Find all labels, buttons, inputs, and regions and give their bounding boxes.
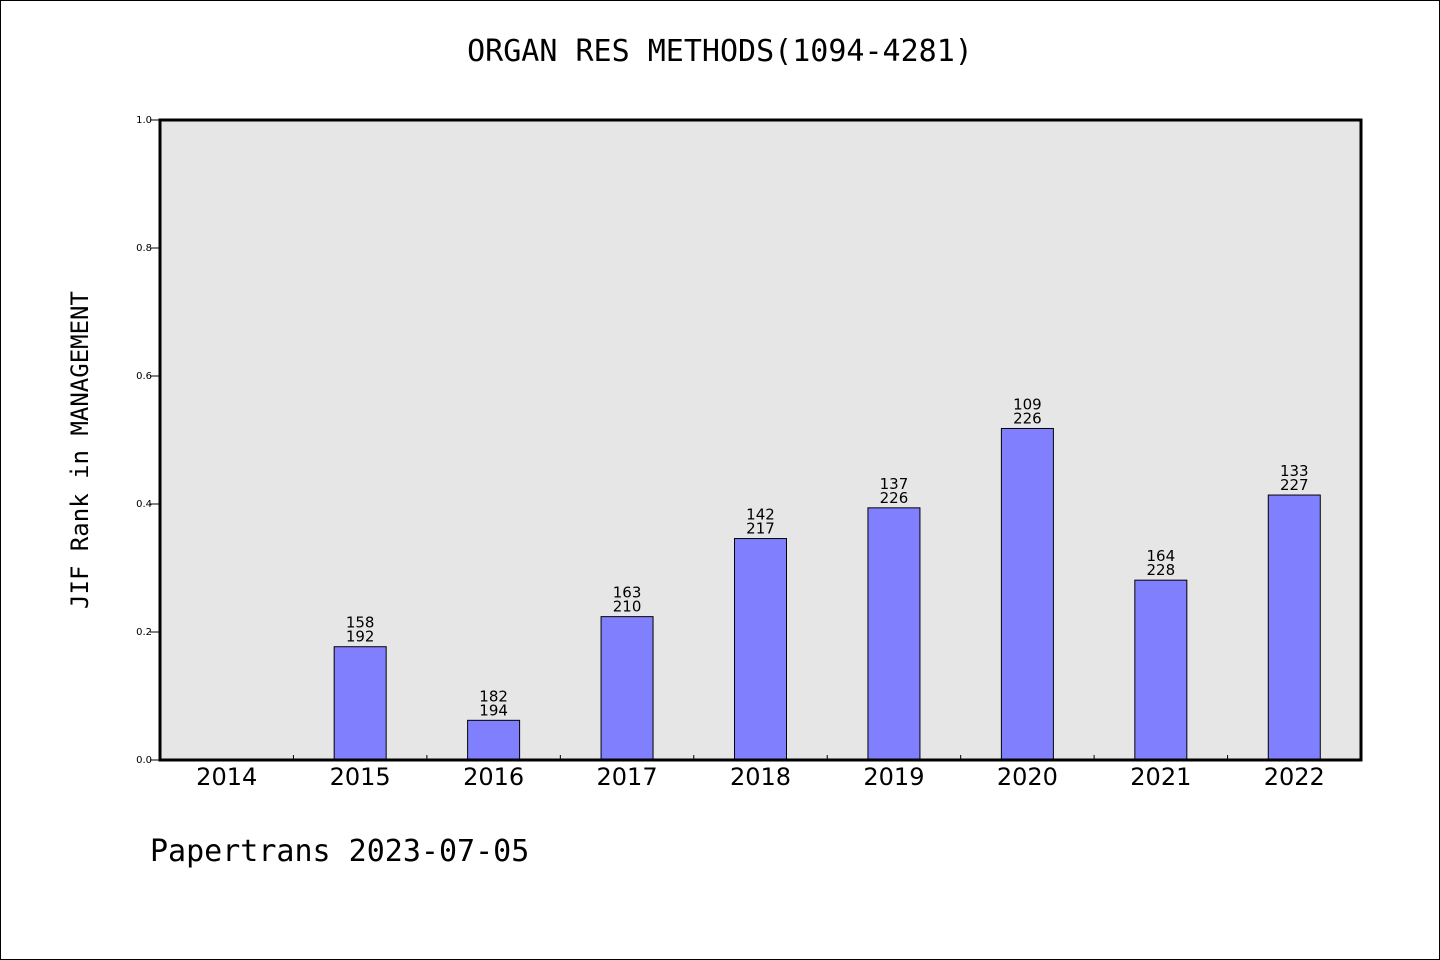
bar-total-label: 210 bbox=[613, 598, 642, 616]
bar-total-label: 192 bbox=[346, 628, 375, 646]
bar-rank-label: 182 bbox=[479, 687, 508, 705]
footer-credit: Papertrans 2023-07-05 bbox=[150, 834, 530, 869]
bar bbox=[1267, 494, 1321, 761]
bar-rank-label: 164 bbox=[1147, 547, 1176, 565]
bar-total-label: 227 bbox=[1280, 476, 1309, 494]
bar bbox=[333, 646, 387, 761]
bar-rank-label: 137 bbox=[880, 475, 909, 493]
x-tick-label: 2014 bbox=[196, 763, 257, 791]
bar-rank-label: 109 bbox=[1013, 395, 1042, 413]
bar-rank-label: 142 bbox=[746, 506, 775, 524]
chart-title: ORGAN RES METHODS(1094-4281) bbox=[467, 34, 973, 69]
x-tick-label: 2016 bbox=[463, 763, 524, 791]
bar-total-label: 226 bbox=[1013, 409, 1042, 427]
bar-rank-label: 133 bbox=[1280, 462, 1309, 480]
y-tick-label: 0.6 bbox=[136, 371, 152, 382]
x-tick-label: 2018 bbox=[730, 763, 791, 791]
bar bbox=[734, 538, 787, 761]
x-tick-label: 2017 bbox=[597, 763, 658, 791]
bar-total-label: 226 bbox=[880, 489, 909, 507]
bar bbox=[867, 507, 921, 761]
x-tick-label: 2015 bbox=[330, 763, 391, 791]
bar bbox=[1000, 427, 1054, 761]
x-tick-label: 2021 bbox=[1130, 763, 1191, 791]
bar bbox=[600, 616, 654, 761]
bar-rank-label: 158 bbox=[346, 614, 375, 632]
plot-border bbox=[158, 118, 1363, 762]
bar bbox=[467, 719, 521, 761]
bar-total-label: 194 bbox=[479, 701, 508, 719]
y-tick-label: 1.0 bbox=[136, 115, 152, 126]
bar-total-label: 217 bbox=[746, 520, 775, 538]
x-tick-label: 2020 bbox=[997, 763, 1058, 791]
bar bbox=[1134, 579, 1188, 761]
y-tick-label: 0.2 bbox=[136, 627, 152, 638]
bar-total-label: 228 bbox=[1147, 561, 1176, 579]
y-tick-label: 0.0 bbox=[136, 755, 152, 766]
x-tick-label: 2019 bbox=[863, 763, 924, 791]
y-tick-label: 0.8 bbox=[136, 243, 152, 254]
y-tick-label: 0.4 bbox=[136, 499, 152, 510]
x-tick-label: 2022 bbox=[1264, 763, 1325, 791]
bar-rank-label: 163 bbox=[613, 584, 642, 602]
